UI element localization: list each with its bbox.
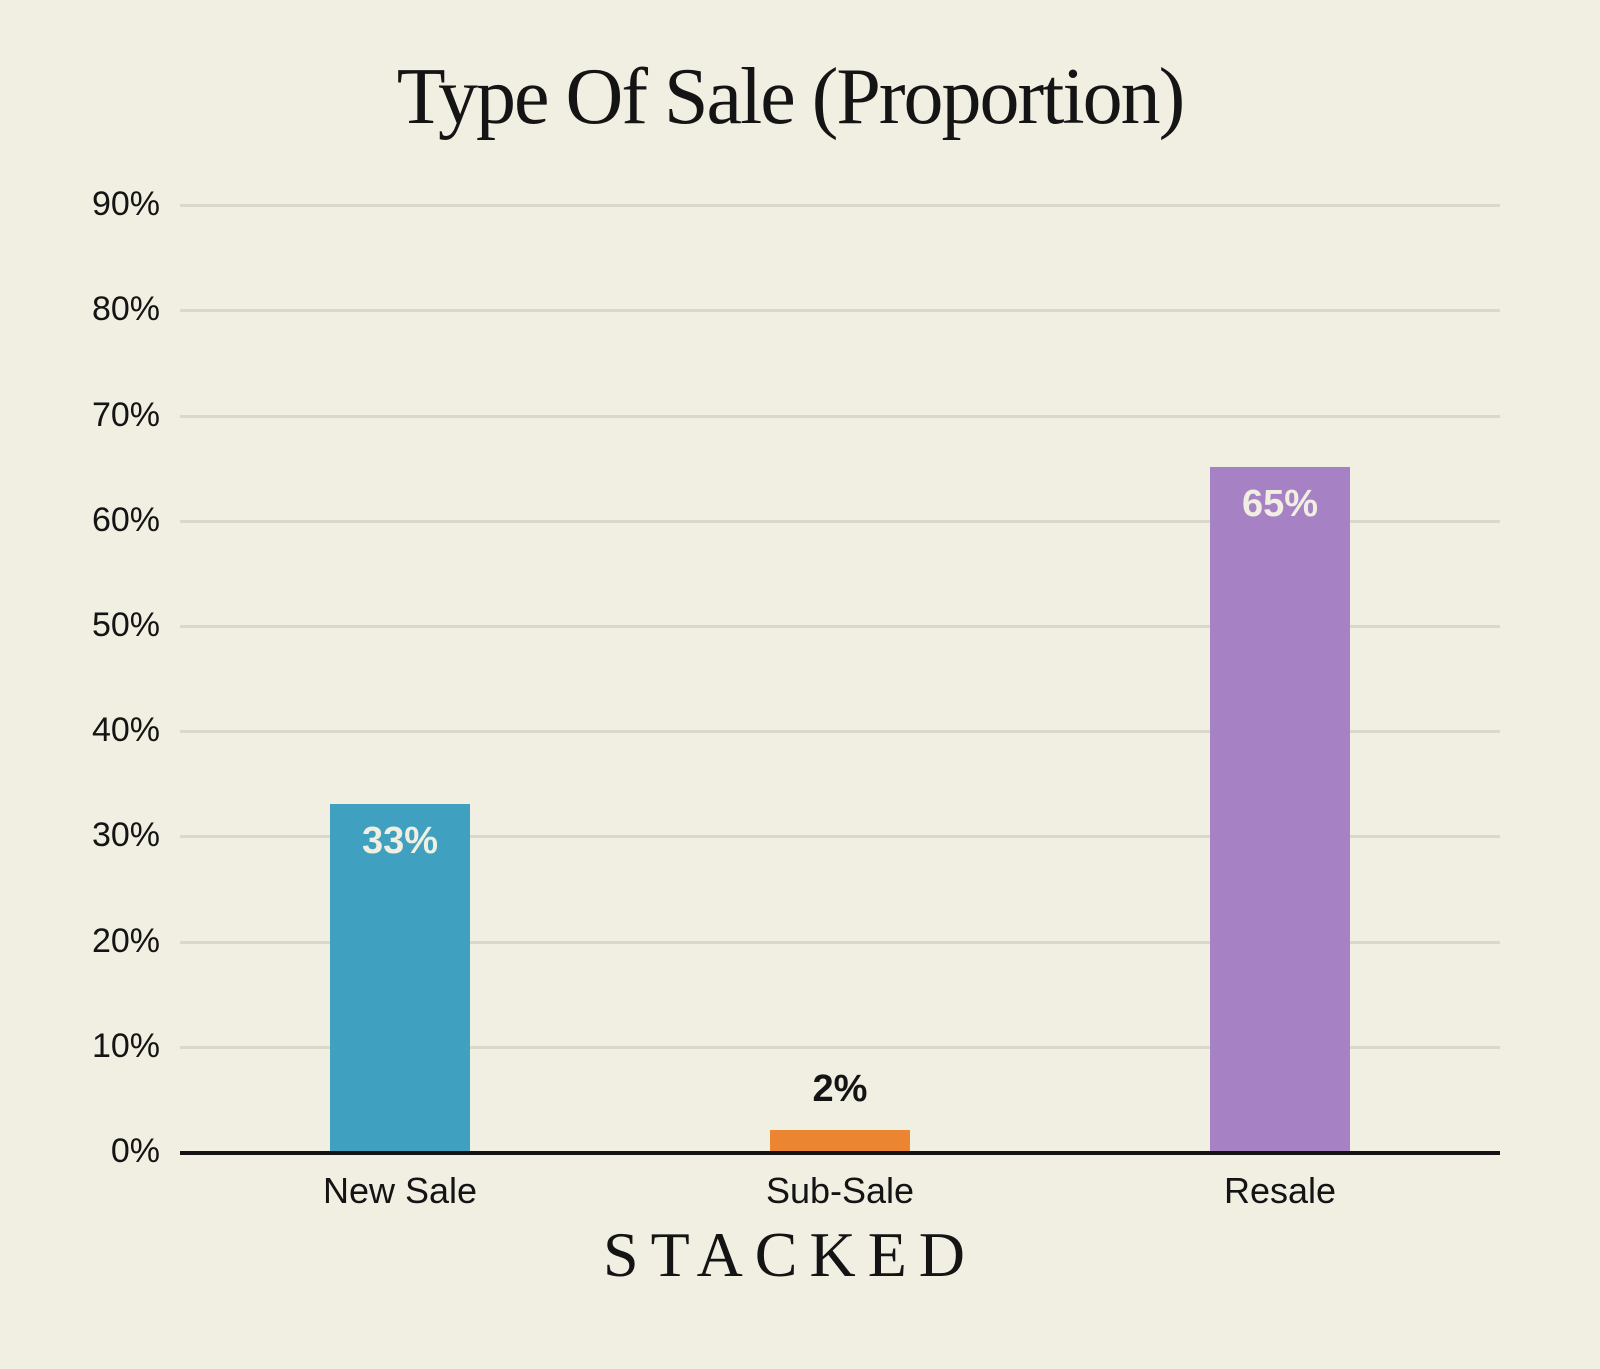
gridline [180, 625, 1500, 628]
chart-title: Type Of Sale (Proportion) [396, 53, 1185, 141]
gridline [180, 1045, 1500, 1049]
y-axis-tick-label: 40% [91, 711, 160, 750]
x-axis-line [180, 1151, 1500, 1155]
bar-value-label: 33% [361, 820, 439, 862]
x-axis-category-label: New Sale [322, 1170, 478, 1211]
y-axis-tick-label: 70% [91, 395, 160, 434]
y-axis-tick-label: 10% [91, 1026, 160, 1065]
x-axis-category-label: Sub-Sale [765, 1170, 915, 1211]
y-axis-tick-label: 90% [91, 185, 160, 224]
y-axis-tick-label: 80% [91, 290, 160, 329]
bar-value-label: 65% [1241, 483, 1319, 525]
gridline [180, 204, 1500, 208]
y-axis-tick-label: 60% [91, 500, 160, 539]
brand-logo: STACKED [603, 1219, 977, 1290]
y-axis-tick-label: 30% [91, 816, 160, 855]
bar-resale [1210, 467, 1350, 1151]
bar-value-label: 2% [812, 1068, 868, 1110]
y-axis-tick-label: 20% [91, 921, 160, 960]
gridline [180, 519, 1500, 523]
bar-sub-sale [770, 1130, 910, 1151]
x-axis-category-label: Resale [1223, 1170, 1337, 1211]
y-axis-tick-label: 0% [110, 1132, 160, 1170]
gridline [180, 940, 1500, 944]
bar-new-sale [330, 804, 470, 1151]
gridline [180, 414, 1500, 418]
gridline [180, 309, 1500, 313]
gridline [180, 835, 1500, 839]
gridline [180, 730, 1500, 734]
y-axis-tick-label: 50% [91, 606, 160, 644]
